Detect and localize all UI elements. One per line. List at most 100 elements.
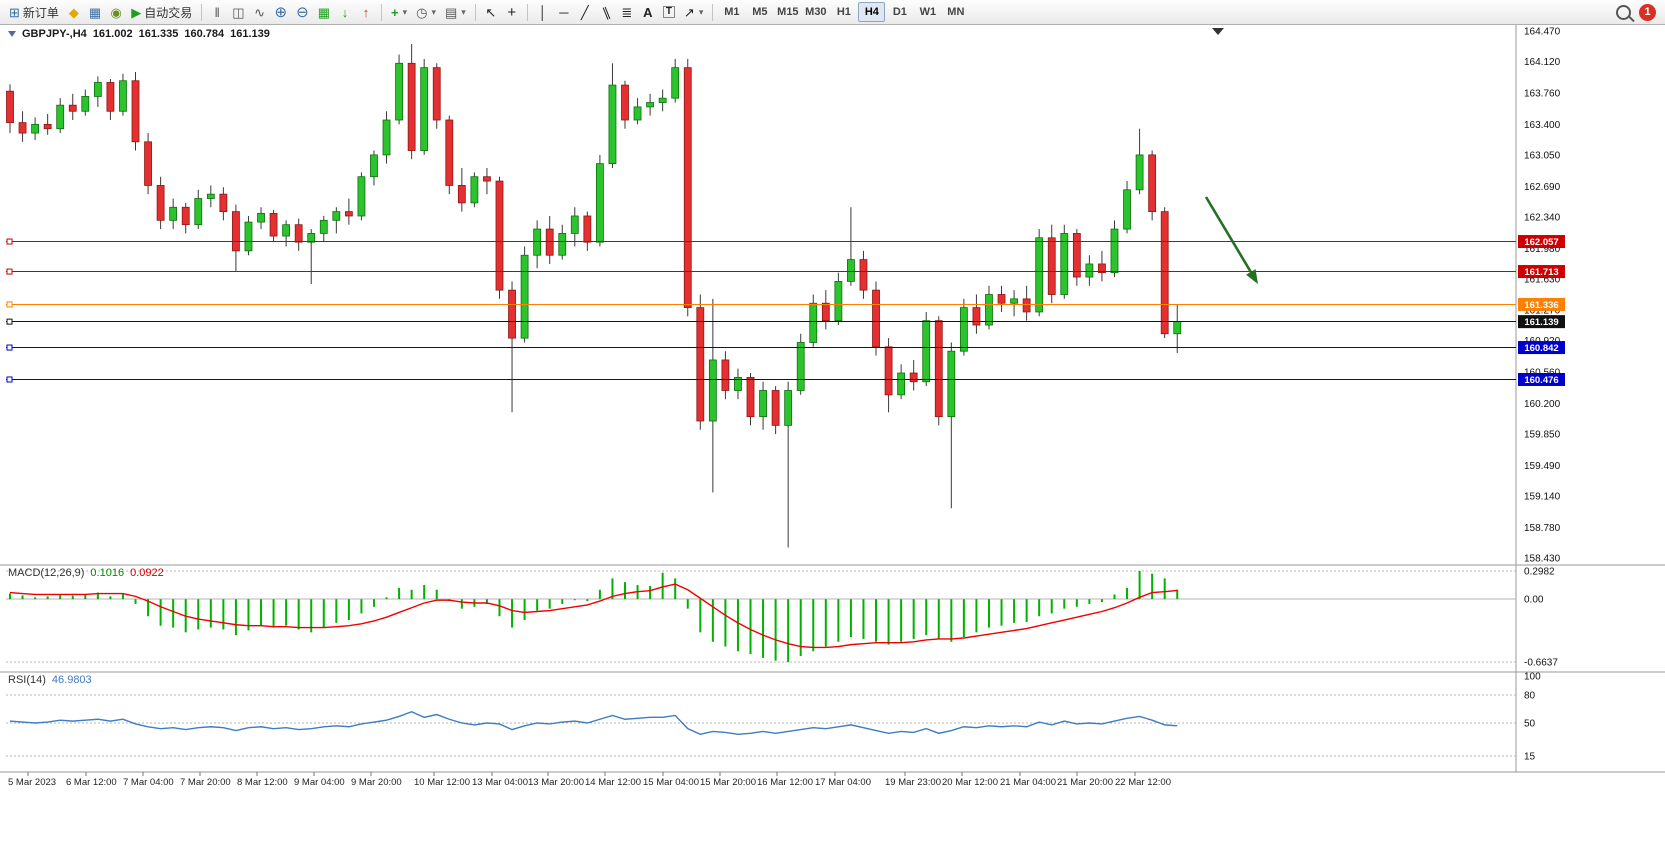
line-chart-icon: ∿ — [254, 4, 265, 20]
ohlc-open: 161.002 — [92, 28, 133, 40]
new-order-icon: ⊞ — [9, 4, 20, 20]
price-line-161.139[interactable]: 161.139 — [6, 315, 1565, 329]
chart-shift-marker[interactable] — [1212, 28, 1224, 35]
tile-windows-button[interactable]: ▦ — [314, 2, 334, 22]
notification-badge[interactable]: 1 — [1639, 3, 1656, 21]
crosshair-tool-button[interactable]: + — [502, 2, 522, 22]
svg-text:160.476: 160.476 — [1524, 375, 1558, 386]
price-line-161.336[interactable]: 161.336 — [6, 297, 1565, 311]
label-tool-icon: T — [662, 6, 675, 18]
svg-text:161.270: 161.270 — [1524, 306, 1561, 317]
label-tool-button[interactable]: T — [659, 2, 679, 22]
vertical-line-tool-button[interactable]: │ — [533, 2, 553, 22]
timeframe-m30[interactable]: M30 — [802, 2, 829, 22]
candlestick-chart-button[interactable]: ◫ — [228, 2, 248, 22]
auto-trading-button[interactable]: ▶ 自动交易 — [127, 2, 196, 22]
auto-trading-label: 自动交易 — [144, 5, 193, 20]
bar-chart-button[interactable]: ‖ — [207, 2, 227, 22]
svg-text:100: 100 — [1524, 672, 1541, 683]
trendline-icon: ╱ — [580, 4, 589, 20]
svg-text:161.139: 161.139 — [1524, 317, 1558, 328]
bar-chart-icon: ‖ — [214, 4, 220, 20]
price-line-161.713[interactable]: 161.713 — [6, 265, 1565, 279]
svg-text:158.780: 158.780 — [1524, 523, 1561, 534]
timeframe-h1[interactable]: H1 — [830, 2, 857, 22]
separator — [474, 3, 476, 21]
svg-text:15: 15 — [1524, 751, 1536, 762]
fibonacci-icon: ≣ — [621, 4, 633, 20]
channel-tool-button[interactable]: ∥ — [596, 2, 616, 22]
periods-button[interactable]: ◷ ▾ — [412, 2, 440, 22]
timeframe-m15[interactable]: M15 — [774, 2, 801, 22]
macd-label: MACD(12,26,9) — [8, 567, 85, 579]
timeframe-w1[interactable]: W1 — [914, 2, 941, 22]
zoom-in-button[interactable]: ⊕ — [271, 2, 292, 22]
price-line-160.842[interactable]: 160.842 — [6, 341, 1565, 355]
svg-text:159.140: 159.140 — [1524, 492, 1561, 503]
add-indicator-icon: + — [390, 4, 399, 20]
community-button[interactable]: ◉ — [106, 2, 126, 22]
arrow-annotation[interactable] — [1204, 196, 1258, 284]
timeframe-d1[interactable]: D1 — [886, 2, 913, 22]
chart-plot-area[interactable] — [0, 25, 1516, 772]
crosshair-icon: + — [507, 3, 517, 21]
zoom-out-button[interactable]: ⊖ — [292, 2, 313, 22]
new-order-button[interactable]: ⊞ 新订单 — [5, 2, 63, 22]
channel-icon: ∥ — [599, 3, 612, 21]
price-line-160.476[interactable]: 160.476 — [6, 372, 1565, 386]
indicators-up-icon: ↑ — [362, 4, 370, 20]
svg-text:-0.6637: -0.6637 — [1524, 658, 1558, 669]
horizontal-line-tool-button[interactable]: ─ — [554, 2, 574, 22]
indicator-windows-button[interactable]: ↑ — [356, 2, 376, 22]
text-tool-button[interactable]: A — [638, 2, 658, 22]
svg-text:20 Mar 12:00: 20 Mar 12:00 — [942, 777, 998, 788]
svg-text:163.400: 163.400 — [1524, 120, 1561, 131]
time-axis[interactable] — [0, 773, 1665, 791]
shapes-tool-button[interactable]: ↗ ▾ — [680, 2, 707, 22]
svg-text:5 Mar 2023: 5 Mar 2023 — [8, 777, 56, 788]
rsi-value: 46.9803 — [51, 674, 92, 686]
timeframe-h4[interactable]: H4 — [858, 2, 886, 22]
svg-text:162.340: 162.340 — [1524, 212, 1561, 223]
timeframe-mn[interactable]: MN — [942, 2, 969, 22]
svg-text:21 Mar 20:00: 21 Mar 20:00 — [1057, 777, 1113, 788]
svg-text:164.470: 164.470 — [1524, 27, 1561, 38]
svg-text:19 Mar 23:00: 19 Mar 23:00 — [885, 777, 941, 788]
charts-window-button[interactable]: ▦ — [85, 2, 105, 22]
symbol-period-label: GBPJPY-,H4 — [22, 28, 87, 40]
svg-text:163.050: 163.050 — [1524, 150, 1561, 161]
svg-text:159.850: 159.850 — [1524, 430, 1561, 441]
svg-text:163.760: 163.760 — [1524, 88, 1561, 99]
svg-text:6 Mar 12:00: 6 Mar 12:00 — [66, 777, 117, 788]
svg-text:161.713: 161.713 — [1524, 267, 1558, 278]
templates-button[interactable]: ▤ ▾ — [441, 2, 470, 22]
timeframe-m5[interactable]: M5 — [746, 2, 773, 22]
svg-text:161.980: 161.980 — [1524, 244, 1561, 255]
separator — [526, 3, 528, 21]
cursor-tool-button[interactable]: ↖ — [481, 2, 501, 22]
zoom-out-icon: ⊖ — [296, 3, 309, 21]
svg-text:15 Mar 04:00: 15 Mar 04:00 — [643, 777, 699, 788]
line-chart-button[interactable]: ∿ — [250, 2, 270, 22]
rsi-panel: 100 80 50 15 — [6, 672, 1541, 762]
svg-text:13 Mar 20:00: 13 Mar 20:00 — [528, 777, 584, 788]
price-axis[interactable] — [1517, 25, 1665, 772]
fibonacci-tool-button[interactable]: ≣ — [617, 2, 637, 22]
svg-text:7 Mar 20:00: 7 Mar 20:00 — [180, 777, 231, 788]
price-line-162.057[interactable]: 162.057 — [6, 235, 1565, 249]
svg-text:14 Mar 12:00: 14 Mar 12:00 — [585, 777, 641, 788]
svg-text:9 Mar 20:00: 9 Mar 20:00 — [351, 777, 402, 788]
separator — [380, 3, 382, 21]
trendline-tool-button[interactable]: ╱ — [575, 2, 595, 22]
indicators-button[interactable]: ↓ — [335, 2, 355, 22]
timeframe-m1[interactable]: M1 — [718, 2, 745, 22]
svg-text:7 Mar 04:00: 7 Mar 04:00 — [123, 777, 174, 788]
autotrade-play-icon: ▶ — [131, 4, 142, 20]
add-indicator-button[interactable]: + ▾ — [387, 2, 411, 22]
search-icon[interactable] — [1616, 4, 1631, 20]
macd-panel: 0.2982 0.00 -0.6637 — [6, 567, 1558, 669]
svg-text:50: 50 — [1524, 719, 1536, 730]
mql-button[interactable]: ◆ — [64, 2, 84, 22]
svg-text:21 Mar 04:00: 21 Mar 04:00 — [1000, 777, 1056, 788]
